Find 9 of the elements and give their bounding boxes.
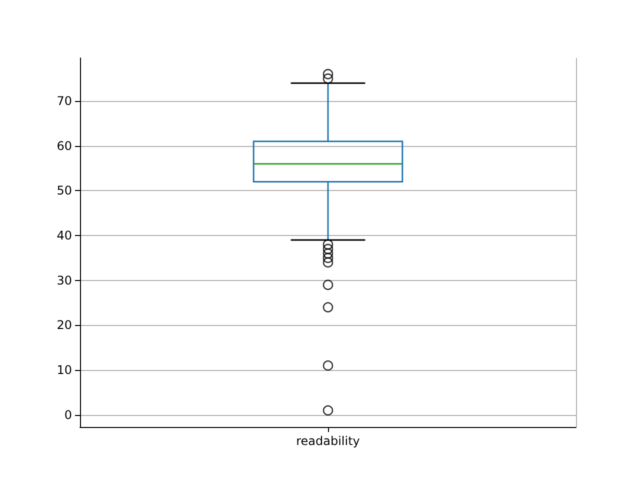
y-tick-label: 20 (56, 318, 72, 332)
y-tick-label: 50 (56, 184, 72, 198)
y-tick-label: 40 (56, 228, 72, 243)
y-tick-label: 60 (56, 138, 72, 153)
x-tick-label: readability (296, 434, 360, 448)
y-tick-label: 10 (56, 363, 72, 378)
y-tick-label: 30 (56, 273, 72, 288)
y-tick-label: 70 (56, 94, 72, 108)
y-tick-label: 0 (64, 408, 72, 422)
